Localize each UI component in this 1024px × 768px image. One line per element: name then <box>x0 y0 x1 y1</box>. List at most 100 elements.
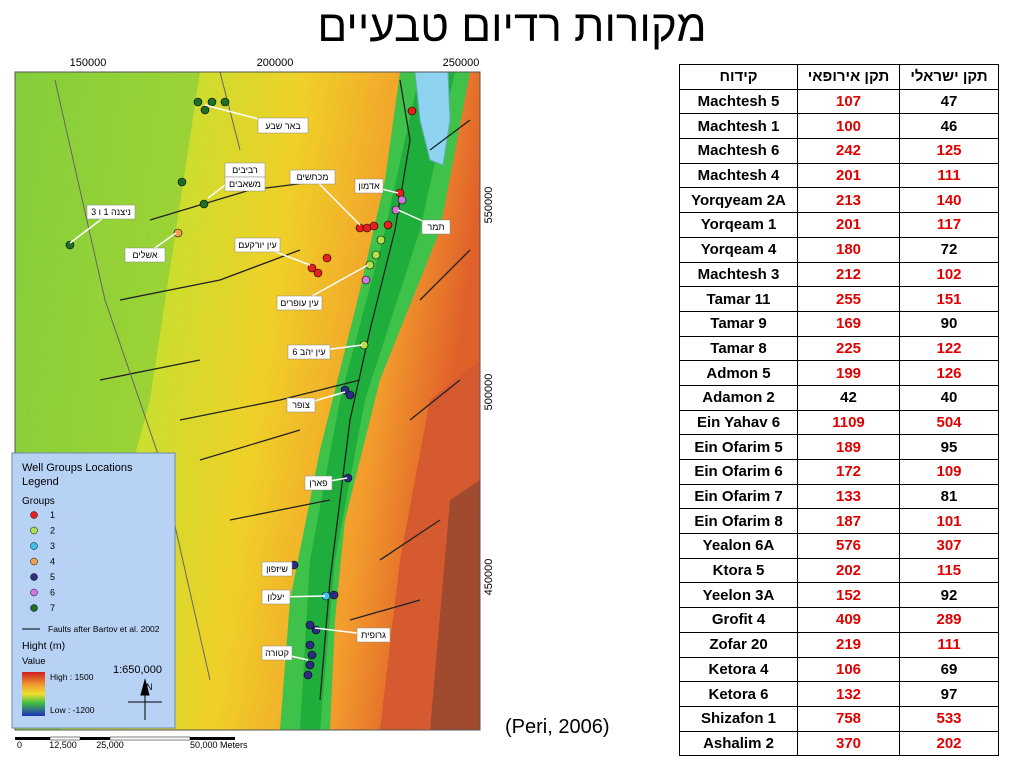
table-cell: Adamon 2 <box>679 384 798 411</box>
table-cell: 102 <box>899 261 999 288</box>
table-cell: 111 <box>899 631 999 658</box>
header-cell: תקן אירופאי <box>797 64 900 90</box>
table-row: Ein Ofarim 8 187 101 <box>679 508 999 535</box>
scale-label: 25,000 <box>96 740 124 750</box>
table-cell: 90 <box>899 310 999 337</box>
map-label: קטורה <box>265 648 289 658</box>
map-label: אדמון <box>358 181 380 191</box>
table-cell: Tamar 8 <box>679 335 798 362</box>
table-cell: 172 <box>797 459 900 485</box>
table-cell: Machtesh 4 <box>679 162 798 189</box>
label-box <box>124 247 166 263</box>
table-cell: Machtesh 1 <box>679 113 798 140</box>
table-cell: 225 <box>797 335 900 362</box>
table-cell: Machtesh 5 <box>679 88 798 115</box>
table-row: Tamar 8 225 122 <box>679 335 999 362</box>
leader-line <box>311 176 361 226</box>
map-label: באר שבע <box>265 121 301 131</box>
table-cell: 101 <box>899 508 999 535</box>
table-cell: 213 <box>797 187 900 214</box>
table-row: Tamar 11 255 151 <box>679 286 999 312</box>
citation: (Peri, 2006) <box>505 716 610 738</box>
table-cell: 202 <box>797 557 900 584</box>
table-row: Yealon 6A 576 307 <box>679 533 999 559</box>
table-row: Yeelon 3A 152 92 <box>679 582 999 609</box>
table-cell: 201 <box>797 162 900 189</box>
legend-dot <box>30 588 38 597</box>
table-cell: 111 <box>899 162 999 189</box>
table-cell: 212 <box>797 261 900 288</box>
table-row: Shizafon 1 758 533 <box>679 705 999 732</box>
x-coord: 200000 <box>257 57 294 69</box>
legend-label: 4 <box>50 557 55 567</box>
table-cell: 115 <box>899 557 999 584</box>
table-row: Machtesh 3 212 102 <box>679 261 999 288</box>
label-box <box>276 295 323 311</box>
table-cell: 289 <box>899 607 999 633</box>
legend-dot <box>30 511 38 519</box>
y-coord: 450000 <box>483 559 495 596</box>
table-cell: 69 <box>899 656 999 683</box>
table-cell: 46 <box>899 113 999 140</box>
label-box <box>257 117 309 134</box>
table-row: Ketora 6 132 97 <box>679 681 999 707</box>
table-cell: 370 <box>797 730 900 757</box>
table-cell: Zofar 20 <box>679 631 798 658</box>
table-row: Yorqyeam 2A 213 140 <box>679 187 999 214</box>
table-row: Machtesh 1 100 46 <box>679 113 999 140</box>
table-cell: 187 <box>797 508 900 535</box>
table-cell: Ein Ofarim 6 <box>679 459 798 485</box>
legend-label: 5 <box>50 572 55 582</box>
label-box <box>287 344 331 360</box>
table-row: Adamon 2 42 40 <box>679 384 999 411</box>
legend-label: 7 <box>50 603 55 613</box>
label-box <box>86 204 136 220</box>
table-cell: 133 <box>797 483 900 510</box>
map-label: אשלים <box>132 250 157 260</box>
y-coord: 550000 <box>483 187 495 224</box>
table-cell: 42 <box>797 384 900 411</box>
table-cell: 132 <box>797 681 900 707</box>
header-row: קידוח תקן אירופאי תקן ישראלי <box>679 64 999 90</box>
map-label: יעלון <box>267 592 284 602</box>
legend-label: 2 <box>50 526 55 536</box>
table-row: Zofar 20 219 111 <box>679 631 999 658</box>
table-cell: Ein Yahav 6 <box>679 409 798 436</box>
table-row: Ein Yahav 6 1109 504 <box>679 409 999 436</box>
table-cell: Ashalim 2 <box>679 730 798 757</box>
label-box <box>421 219 451 235</box>
scale-label: 12,500 <box>49 740 77 750</box>
title: מקורות רדיום טבעיים <box>317 2 707 51</box>
table: קידוח תקן אירופאי תקן ישראלי Machtesh 5 107 4… <box>679 64 999 757</box>
table-cell: 106 <box>797 656 900 683</box>
table-cell: 504 <box>899 409 999 436</box>
table-row: Tamar 9 169 90 <box>679 310 999 337</box>
map-label: תמר <box>427 222 444 232</box>
table-cell: 40 <box>899 384 999 411</box>
label-box <box>261 589 291 605</box>
table-cell: 95 <box>899 434 999 460</box>
label-box <box>234 237 281 253</box>
legend-dot <box>30 526 38 535</box>
height-title: Hight (m) <box>22 640 65 652</box>
table-cell: 576 <box>797 533 900 559</box>
table-cell: 126 <box>899 360 999 386</box>
table-cell: 152 <box>797 582 900 609</box>
label-box <box>286 397 316 413</box>
table-row: Ktora 5 202 115 <box>679 557 999 584</box>
map: באר שבע רביבים משאבים מכתשים אדמון ניצנה 1 ו … <box>11 57 495 750</box>
table-cell: 189 <box>797 434 900 460</box>
table-cell: 758 <box>797 705 900 732</box>
table-cell: 151 <box>899 286 999 312</box>
table-cell: 140 <box>899 187 999 214</box>
map-label: ניצנה 1 ו 3 <box>91 207 131 217</box>
table-cell: 201 <box>797 212 900 238</box>
table-cell: Ktora 5 <box>679 557 798 584</box>
table-cell: 47 <box>899 88 999 115</box>
map-label: רביבים <box>232 165 258 175</box>
table-cell: Yeelon 3A <box>679 582 798 609</box>
table-cell: Tamar 9 <box>679 310 798 337</box>
label-box <box>261 645 293 661</box>
table-cell: 92 <box>899 582 999 609</box>
